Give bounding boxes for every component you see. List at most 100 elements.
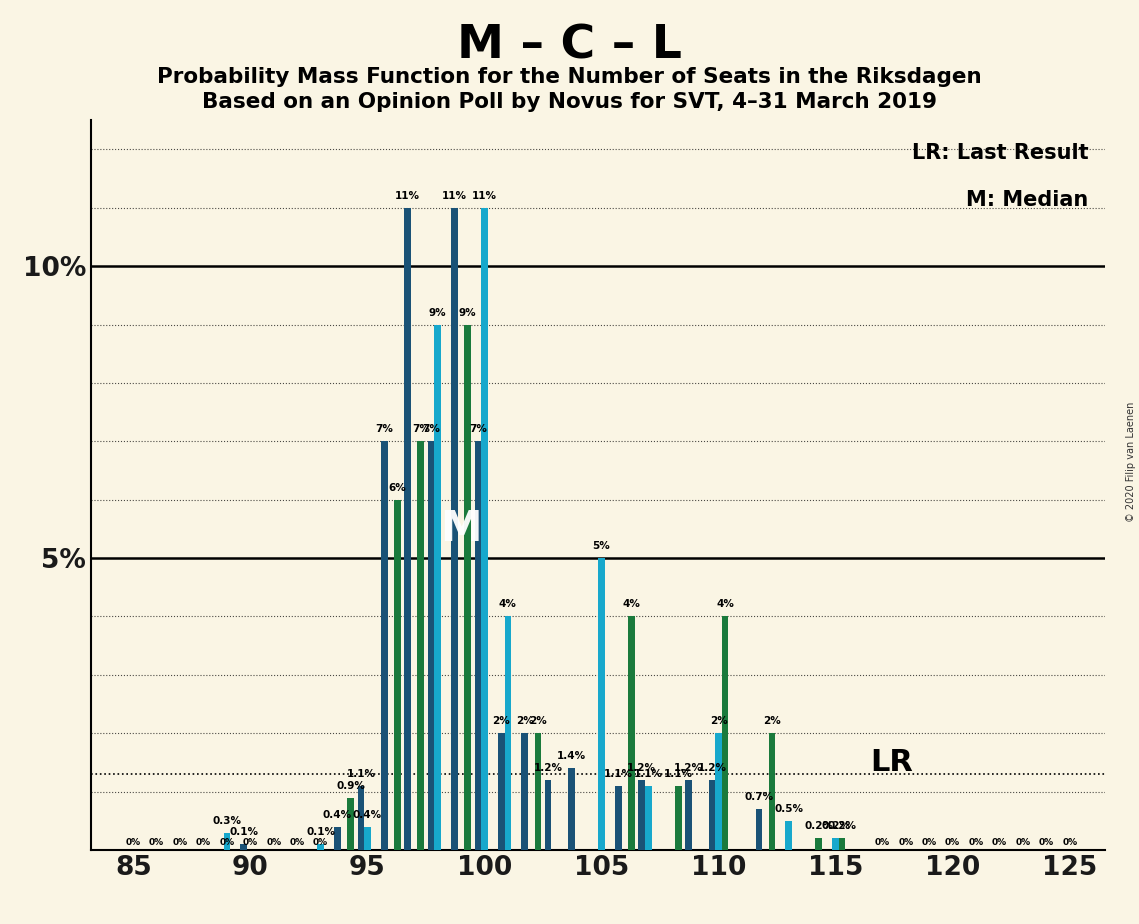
Bar [465, 324, 470, 850]
Text: 0%: 0% [1015, 838, 1031, 847]
Text: 0%: 0% [1039, 838, 1054, 847]
Text: Probability Mass Function for the Number of Seats in the Riksdagen: Probability Mass Function for the Number… [157, 67, 982, 87]
Text: 9%: 9% [428, 308, 446, 318]
Text: 2%: 2% [528, 716, 547, 726]
Text: 0.2%: 0.2% [821, 821, 850, 832]
Text: 7%: 7% [423, 424, 440, 434]
Text: 0%: 0% [289, 838, 305, 847]
Text: 7%: 7% [375, 424, 393, 434]
Bar [686, 780, 691, 850]
Text: 0.3%: 0.3% [212, 816, 241, 825]
Text: 2%: 2% [710, 716, 728, 726]
Bar [675, 785, 681, 850]
Text: 0%: 0% [172, 838, 188, 847]
Bar [786, 821, 792, 850]
Bar [505, 616, 511, 850]
Bar [240, 845, 247, 850]
Bar [629, 616, 634, 850]
Text: 0.4%: 0.4% [353, 809, 382, 820]
Text: 0%: 0% [875, 838, 890, 847]
Text: 0.1%: 0.1% [229, 827, 259, 837]
Text: 11%: 11% [442, 190, 467, 201]
Text: 0.9%: 0.9% [336, 781, 364, 791]
Text: 1.1%: 1.1% [346, 769, 376, 779]
Bar [769, 734, 776, 850]
Text: 2%: 2% [763, 716, 781, 726]
Text: LR: Last Result: LR: Last Result [912, 143, 1089, 164]
Text: 2%: 2% [492, 716, 510, 726]
Text: Based on an Opinion Poll by Novus for SVT, 4–31 March 2019: Based on an Opinion Poll by Novus for SV… [202, 92, 937, 113]
Bar [394, 500, 401, 850]
Text: M: Median: M: Median [966, 190, 1089, 210]
Bar [645, 785, 652, 850]
Text: 4%: 4% [623, 600, 640, 610]
Text: 11%: 11% [395, 190, 420, 201]
Text: 0%: 0% [1063, 838, 1077, 847]
Text: 0%: 0% [149, 838, 164, 847]
Text: 1.2%: 1.2% [533, 763, 563, 773]
Text: 0.1%: 0.1% [306, 827, 335, 837]
Text: 2%: 2% [516, 716, 533, 726]
Bar [833, 838, 839, 850]
Text: 0.5%: 0.5% [775, 804, 803, 814]
Bar [498, 734, 505, 850]
Bar [755, 809, 762, 850]
Text: 1.1%: 1.1% [664, 769, 693, 779]
Text: 0%: 0% [267, 838, 281, 847]
Text: 11%: 11% [472, 190, 497, 201]
Bar [434, 324, 441, 850]
Text: 0%: 0% [968, 838, 984, 847]
Bar [816, 838, 822, 850]
Text: 0%: 0% [196, 838, 211, 847]
Text: 0%: 0% [313, 838, 328, 847]
Text: 0%: 0% [945, 838, 960, 847]
Bar [475, 442, 481, 850]
Bar [347, 797, 354, 850]
Text: 1.1%: 1.1% [604, 769, 633, 779]
Bar [722, 616, 728, 850]
Bar [544, 780, 551, 850]
Text: 4%: 4% [499, 600, 517, 610]
Bar [568, 769, 575, 850]
Text: 1.2%: 1.2% [674, 763, 703, 773]
Text: 7%: 7% [412, 424, 429, 434]
Bar [598, 558, 605, 850]
Bar [380, 442, 387, 850]
Bar [334, 827, 341, 850]
Text: 1.2%: 1.2% [628, 763, 656, 773]
Bar [534, 734, 541, 850]
Text: 0.2%: 0.2% [828, 821, 857, 832]
Bar [404, 208, 411, 850]
Text: 6%: 6% [388, 482, 407, 492]
Bar [481, 208, 487, 850]
Text: 0.2%: 0.2% [804, 821, 834, 832]
Text: 0%: 0% [899, 838, 913, 847]
Bar [451, 208, 458, 850]
Bar [839, 838, 845, 850]
Bar [639, 780, 645, 850]
Text: 0%: 0% [220, 838, 235, 847]
Bar [715, 734, 722, 850]
Text: 0%: 0% [125, 838, 141, 847]
Bar [223, 833, 230, 850]
Text: LR: LR [870, 748, 913, 777]
Text: 0%: 0% [921, 838, 936, 847]
Text: 0.4%: 0.4% [322, 809, 352, 820]
Text: 1.1%: 1.1% [633, 769, 663, 779]
Bar [418, 442, 424, 850]
Bar [358, 785, 364, 850]
Text: 0%: 0% [243, 838, 257, 847]
Text: 7%: 7% [469, 424, 486, 434]
Text: © 2020 Filip van Laenen: © 2020 Filip van Laenen [1126, 402, 1136, 522]
Text: M: M [441, 508, 482, 550]
Bar [615, 785, 622, 850]
Bar [318, 845, 323, 850]
Text: 5%: 5% [592, 541, 611, 551]
Text: 0.7%: 0.7% [744, 792, 773, 802]
Text: 0%: 0% [992, 838, 1007, 847]
Text: 1.2%: 1.2% [697, 763, 727, 773]
Bar [708, 780, 715, 850]
Text: 4%: 4% [716, 600, 734, 610]
Text: 9%: 9% [459, 308, 476, 318]
Text: M – C – L: M – C – L [457, 23, 682, 68]
